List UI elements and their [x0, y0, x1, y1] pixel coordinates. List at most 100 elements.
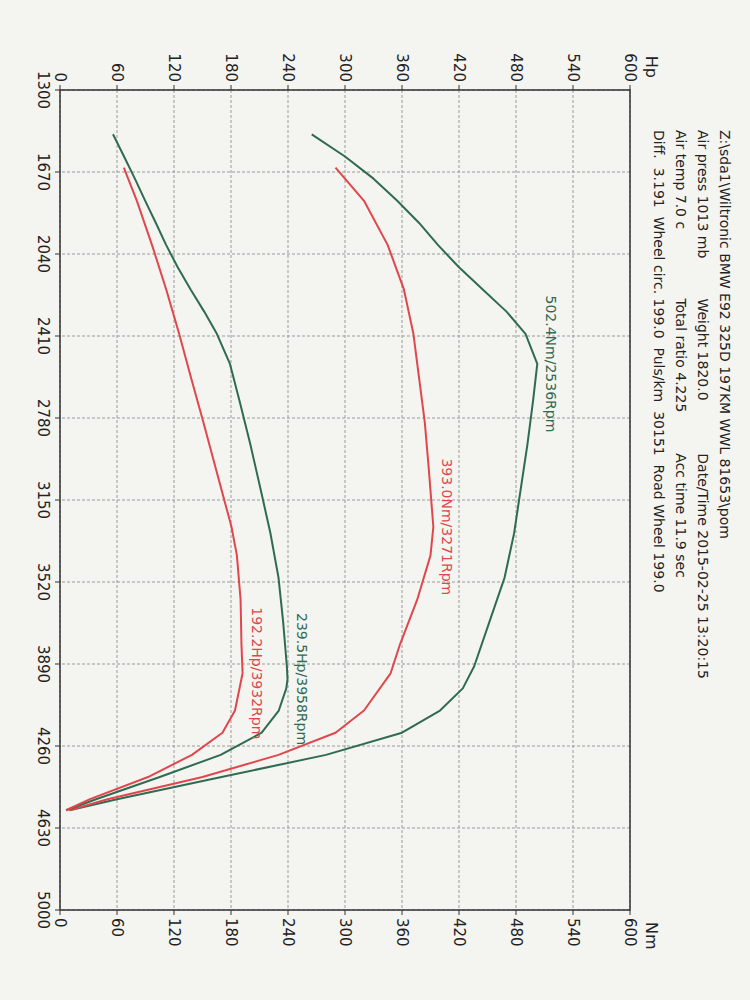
curves [66, 134, 537, 810]
y-grid-line [345, 90, 346, 910]
x-grid-line [60, 664, 630, 665]
y2-tick-label: 120 [165, 918, 183, 947]
x-tick-label: 4260 [34, 727, 52, 765]
y-grid-line [573, 90, 574, 910]
y-grid-line [288, 90, 289, 910]
y-grid-line [402, 90, 403, 910]
y2-tick [288, 910, 289, 915]
rotated-sheet: Z:\sda1\Wiltronic BMW E92 325D 197KM WWL… [34, 53, 733, 949]
x-tick [55, 500, 60, 501]
y-grid-line [516, 90, 517, 910]
y-grid-line [117, 90, 118, 910]
y2-tick-label: 480 [507, 918, 525, 947]
y-tick [573, 85, 574, 90]
y-tick [345, 85, 346, 90]
y2-tick-label: 360 [393, 918, 411, 947]
y-tick-label: 420 [450, 53, 468, 82]
power-curve [66, 168, 243, 811]
y2-tick [402, 910, 403, 915]
x-tick-label: 2780 [34, 399, 52, 437]
paper [0, 0, 750, 1000]
x-tick [55, 418, 60, 419]
y-tick [288, 85, 289, 90]
title: Z:\sda1\Wiltronic BMW E92 325D 197KM WWL… [717, 130, 733, 539]
y-tick-label: 180 [222, 53, 240, 82]
grid [60, 90, 630, 910]
x-tick [55, 90, 60, 91]
y2-tick-label: 240 [279, 918, 297, 947]
header-cell: Diff. 3.191 Wheel circ. 199.0 Puls/km 30… [651, 130, 667, 593]
peak-label: 393.0Nm/3271Rpm [439, 458, 455, 595]
plot-frame [60, 90, 630, 910]
y2-tick [516, 910, 517, 915]
power-curve [66, 134, 287, 810]
y2-tick [117, 910, 118, 915]
header-cell: Weight 1820.0 [695, 298, 711, 400]
torque-curve [70, 168, 434, 811]
y2-tick-label: 180 [222, 918, 240, 947]
y-tick-label: 300 [336, 53, 354, 82]
y-tick [516, 85, 517, 90]
x-tick [55, 664, 60, 665]
x-tick-label: 1670 [34, 153, 52, 191]
header-cell: Date/Time 2015-02-25 13:20:15 [695, 453, 711, 679]
x-tick [55, 582, 60, 583]
y2-tick-label: 600 [621, 918, 639, 947]
annotations: 502.4Nm/2536Rpm 393.0Nm/3271Rpm 239.5Hp/39… [249, 296, 560, 746]
header-cell: Air temp 7.0 c [673, 130, 689, 229]
y-tick [174, 85, 175, 90]
y-axis-title: Hp [642, 56, 661, 78]
y2-tick-label: 540 [564, 918, 582, 947]
y-tick-label: 60 [108, 63, 126, 82]
y2-tick-label: 60 [108, 918, 126, 937]
y-tick [459, 85, 460, 90]
header-cell: Air press 1013 mb [695, 130, 711, 258]
x-tick [55, 336, 60, 337]
y2-tick [231, 910, 232, 915]
x-tick [55, 172, 60, 173]
y-tick [117, 85, 118, 90]
y2-tick [630, 910, 631, 915]
y2-tick [459, 910, 460, 915]
y2-axis-title: Nm [642, 922, 661, 950]
x-tick-label: 2410 [34, 317, 52, 355]
y-tick-label: 240 [279, 53, 297, 82]
x-tick [55, 828, 60, 829]
y-tick [231, 85, 232, 90]
x-tick-label: 2040 [34, 235, 52, 273]
y2-tick-label: 0 [51, 918, 69, 928]
y-tick-label: 120 [165, 53, 183, 82]
peak-label: 192.2Hp/3932Rpm [249, 607, 265, 739]
y-grid-line [231, 90, 232, 910]
x-tick [55, 910, 60, 911]
x-tick-label: 4630 [34, 809, 52, 847]
y2-tick-label: 420 [450, 918, 468, 947]
y-tick-label: 540 [564, 53, 582, 82]
x-tick-label: 3150 [34, 481, 52, 519]
y-tick [402, 85, 403, 90]
header-cell: Total ratio 4.225 [673, 297, 689, 412]
y-grid-line [459, 90, 460, 910]
y2-tick [573, 910, 574, 915]
peak-label: 502.4Nm/2536Rpm [543, 296, 559, 433]
y-tick-label: 360 [393, 53, 411, 82]
peak-label: 239.5Hp/3958Rpm [294, 613, 310, 745]
header: Z:\sda1\Wiltronic BMW E92 325D 197KM WWL… [651, 130, 733, 679]
x-tick-label: 1300 [34, 71, 52, 109]
y-tick [630, 85, 631, 90]
y-tick [60, 85, 61, 90]
dyno-sheet: Z:\sda1\Wiltronic BMW E92 325D 197KM WWL… [0, 0, 750, 1000]
y-tick-label: 0 [51, 72, 69, 82]
x-tick-label: 3520 [34, 563, 52, 601]
x-tick-label: 5000 [34, 891, 52, 929]
header-cell: Acc time 11.9 sec [673, 453, 689, 577]
x-grid-line [60, 254, 630, 255]
y2-tick-label: 300 [336, 918, 354, 947]
x-tick [55, 746, 60, 747]
y2-tick [60, 910, 61, 915]
torque-curve [70, 134, 538, 810]
axes: 1300 1670 2040 2410 2780 3150 3520 3890 4260 4630… [34, 53, 639, 946]
y-tick-label: 480 [507, 53, 525, 82]
y2-tick [345, 910, 346, 915]
x-tick-label: 3890 [34, 645, 52, 683]
